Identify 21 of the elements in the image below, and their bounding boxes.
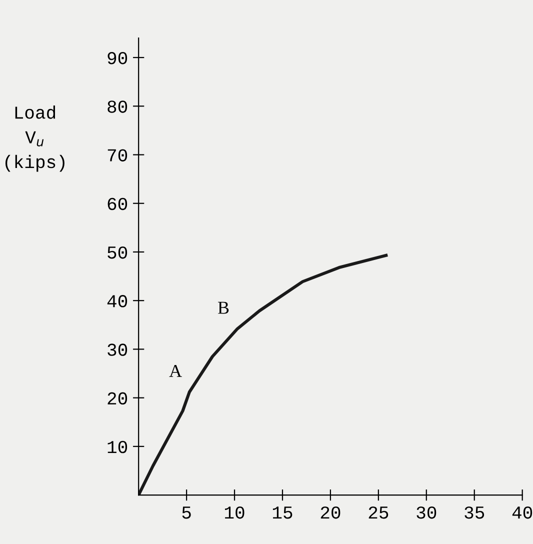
x-tick-label: 15 [272, 506, 292, 519]
y-tick-label: 80 [108, 100, 128, 113]
x-tick-label: 20 [320, 506, 340, 519]
x-tick-label: 40 [512, 506, 532, 519]
y-tick-label: 40 [107, 295, 128, 308]
x-tick-label: 5 [182, 506, 191, 519]
x-tick-label: 10 [224, 506, 244, 519]
y-tick-label: 50 [108, 246, 128, 259]
y-tick-label: 20 [108, 392, 128, 405]
y-tick-label: 30 [108, 344, 128, 356]
line-series [138, 254, 388, 496]
x-tick-label: 25 [368, 506, 388, 519]
y-tick-label: 10 [108, 440, 128, 454]
x-tick-label: 35 [464, 506, 484, 519]
x-tick-label: 30 [416, 506, 436, 519]
annotation: B [218, 302, 229, 314]
y-axis-title: Load V$_{u}$ (kips) [5, 106, 64, 172]
y-tick-label: 60 [108, 198, 128, 210]
y-tick-label: 70 [108, 149, 128, 162]
annotation: A [169, 364, 182, 377]
y-tick-label: 90 [108, 52, 128, 64]
